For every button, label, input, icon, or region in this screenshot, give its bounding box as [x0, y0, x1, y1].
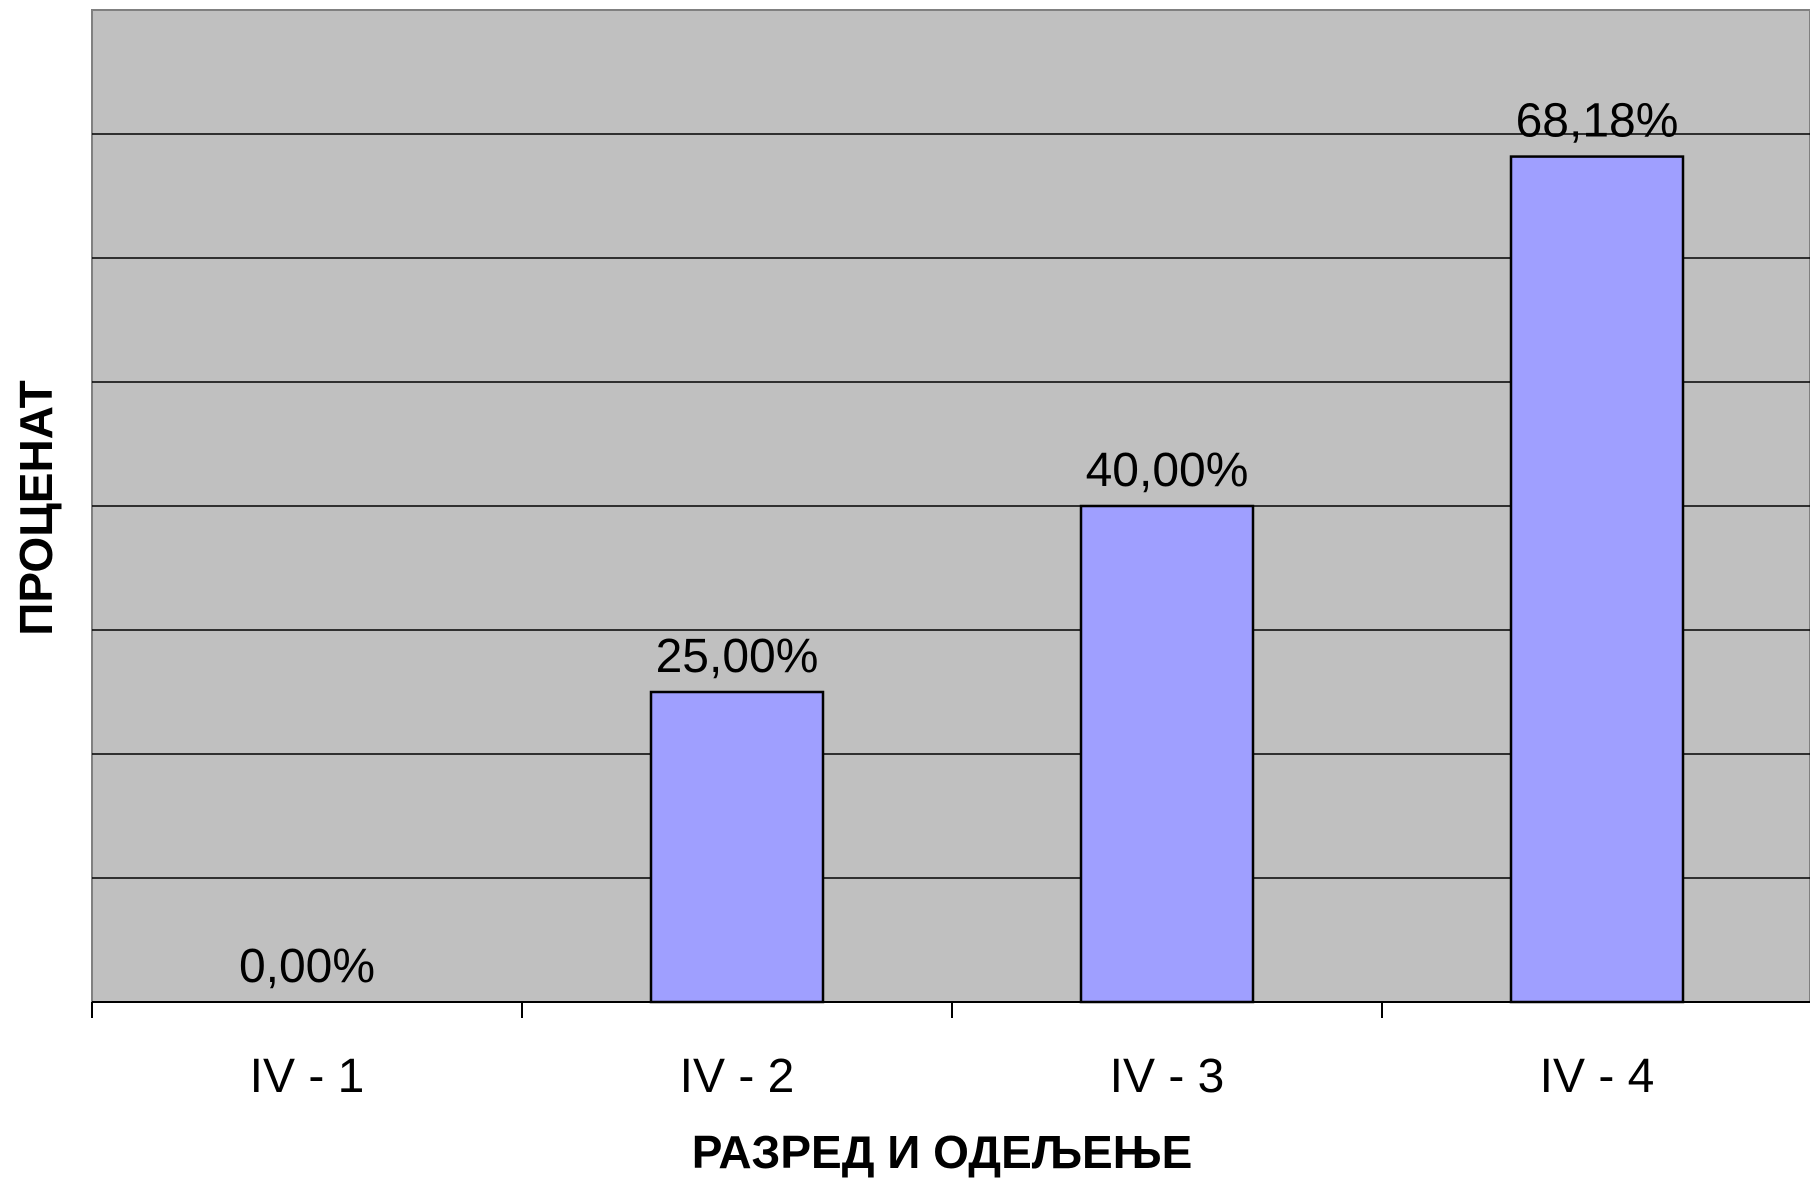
x-axis-ticks: [91, 1002, 1383, 1018]
data-label-4: 68,18%: [1516, 95, 1679, 148]
category-label-1: IV - 1: [250, 1050, 365, 1103]
y-axis-title: ПРОЦЕНАТ: [10, 380, 62, 635]
bar-2: [649, 690, 825, 1004]
category-label-4: IV - 4: [1540, 1050, 1655, 1103]
category-label-2: IV - 2: [680, 1050, 795, 1103]
bar-4: [1509, 155, 1685, 1004]
bar-3: [1079, 504, 1255, 1004]
data-label-3: 40,00%: [1086, 444, 1249, 497]
x-axis-title: РАЗРЕД И ОДЕЉЕЊЕ: [692, 1126, 1193, 1178]
category-label-3: IV - 3: [1110, 1050, 1225, 1103]
data-label-2: 25,00%: [656, 630, 819, 683]
bars: [649, 155, 1685, 1004]
data-labels: 0,00% 25,00% 40,00% 68,18%: [239, 95, 1678, 993]
category-labels: IV - 1 IV - 2 IV - 3 IV - 4: [250, 1050, 1655, 1103]
data-label-1: 0,00%: [239, 940, 375, 993]
